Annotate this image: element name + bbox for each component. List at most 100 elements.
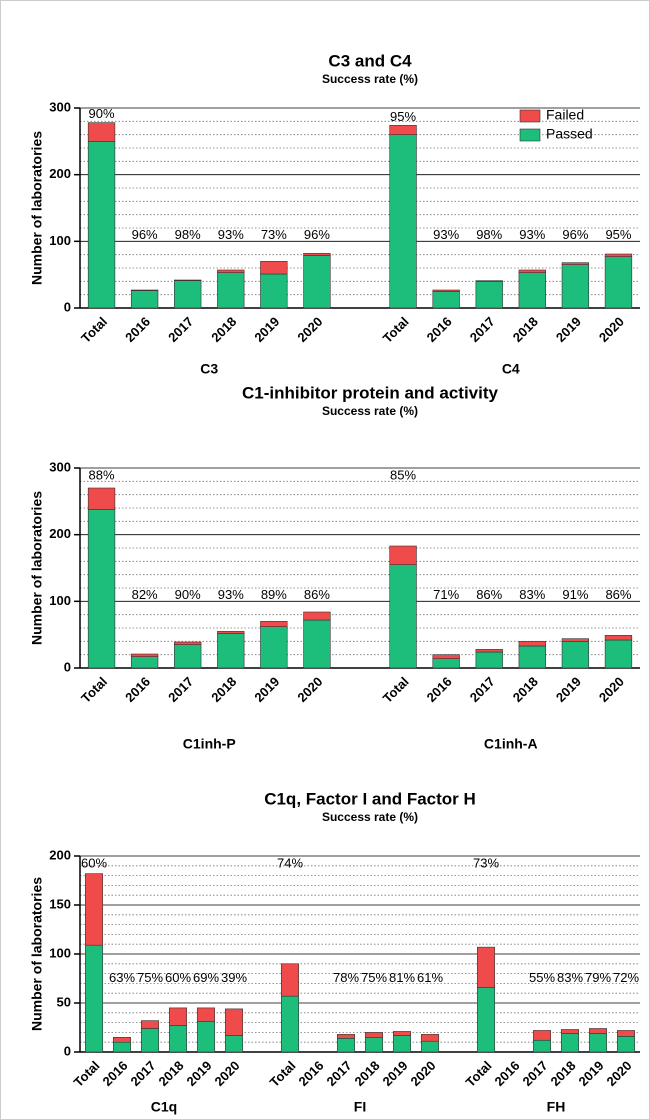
bar-segment: [604, 639, 633, 669]
group-label: C4: [502, 361, 520, 377]
chart-title: C1-inhibitor protein and activity: [242, 383, 499, 402]
group-label: C3: [200, 361, 218, 377]
x-tick-label: 2019: [251, 674, 282, 705]
x-tick-label: 2020: [407, 1058, 438, 1089]
rate-label: 75%: [137, 970, 163, 985]
bar-segment: [389, 564, 417, 669]
bar-segment: [197, 1007, 215, 1022]
x-tick-label: Total: [380, 314, 412, 346]
bar-segment: [87, 141, 116, 309]
bar-segment: [477, 946, 495, 988]
group-label: C1inh-A: [484, 736, 538, 752]
bar-segment: [518, 645, 546, 669]
x-tick-label: 2019: [251, 314, 282, 345]
bar-segment: [337, 1034, 355, 1039]
rate-label: 93%: [433, 227, 459, 242]
bar-segment: [281, 963, 299, 997]
rate-label: 90%: [175, 587, 201, 602]
bar-segment: [281, 995, 299, 1053]
x-tick-label: 2018: [208, 674, 239, 705]
bar-segment: [432, 658, 460, 669]
bar-segment: [475, 651, 503, 669]
y-tick-label: 50: [57, 994, 71, 1009]
y-tick-label: 100: [49, 233, 71, 248]
x-tick-label: 2016: [424, 674, 455, 705]
x-tick-label: 2019: [553, 674, 584, 705]
rate-label: 75%: [361, 970, 387, 985]
rate-label: 98%: [175, 227, 201, 242]
rate-label: 91%: [562, 587, 588, 602]
y-tick-label: 100: [49, 945, 71, 960]
rate-label: 55%: [529, 970, 555, 985]
bar-segment: [365, 1032, 383, 1038]
rate-label: 83%: [557, 970, 583, 985]
y-tick-label: 0: [64, 1043, 71, 1058]
bar-segment: [217, 272, 245, 309]
x-tick-label: 2016: [99, 1058, 130, 1089]
bar-segment: [174, 280, 202, 309]
bar-segment: [217, 633, 245, 669]
x-tick-label: 2017: [323, 1058, 354, 1089]
rate-label: 79%: [585, 970, 611, 985]
bar-segment: [561, 262, 590, 265]
legend-label: Failed: [546, 107, 584, 123]
x-tick-label: 2016: [122, 674, 153, 705]
x-tick-label: 2018: [351, 1058, 382, 1089]
bar-segment: [477, 987, 495, 1053]
bar-segment: [130, 290, 159, 309]
rate-label: 96%: [304, 227, 330, 242]
bar-segment: [141, 1020, 159, 1029]
bar-segment: [113, 1041, 131, 1053]
x-tick-label: 2016: [424, 314, 455, 345]
rate-label: 82%: [132, 587, 158, 602]
x-tick-label: 2017: [165, 674, 196, 705]
rate-label: 98%: [476, 227, 502, 242]
x-tick-label: 2019: [575, 1058, 606, 1089]
y-axis-label: Number of laboratories: [29, 131, 45, 285]
bar-segment: [533, 1030, 551, 1041]
bar-segment: [604, 256, 633, 309]
x-tick-label: 2017: [467, 674, 498, 705]
x-tick-label: 2018: [155, 1058, 186, 1089]
rate-label: 95%: [390, 109, 416, 124]
bar-segment: [617, 1036, 635, 1053]
bar-segment: [87, 487, 116, 510]
bar-segment: [421, 1040, 439, 1053]
bar-segment: [561, 638, 590, 642]
bar-segment: [533, 1039, 551, 1053]
bar-segment: [217, 631, 245, 634]
legend-label: Passed: [546, 126, 593, 142]
bar-segment: [589, 1028, 607, 1034]
group-label: C1inh-P: [183, 736, 236, 752]
rate-label: 61%: [417, 970, 443, 985]
x-tick-label: Total: [380, 674, 412, 706]
bar-segment: [260, 621, 288, 627]
x-tick-label: 2020: [211, 1058, 242, 1089]
x-tick-label: Total: [78, 314, 110, 346]
rate-label: 39%: [221, 970, 247, 985]
chart-subtitle: Success rate (%): [322, 810, 418, 824]
x-tick-label: 2017: [127, 1058, 158, 1089]
bar-segment: [421, 1034, 439, 1042]
y-tick-label: 200: [49, 526, 71, 541]
legend-swatch: [519, 109, 541, 123]
bar-segment: [130, 653, 159, 657]
bar-segment: [303, 255, 331, 309]
rate-label: 96%: [132, 227, 158, 242]
y-axis-label: Number of laboratories: [29, 877, 45, 1031]
rate-label: 81%: [389, 970, 415, 985]
legend-swatch: [519, 128, 541, 142]
x-tick-label: 2020: [294, 314, 325, 345]
bar-segment: [389, 125, 417, 135]
rate-label: 95%: [605, 227, 631, 242]
rate-label: 86%: [304, 587, 330, 602]
bar-segment: [617, 1030, 635, 1037]
rate-label: 78%: [333, 970, 359, 985]
bar-segment: [604, 253, 633, 257]
x-tick-label: 2020: [596, 314, 627, 345]
bar-segment: [174, 641, 202, 645]
bar-segment: [303, 619, 331, 669]
bar-segment: [303, 253, 331, 256]
bar-segment: [130, 289, 159, 291]
